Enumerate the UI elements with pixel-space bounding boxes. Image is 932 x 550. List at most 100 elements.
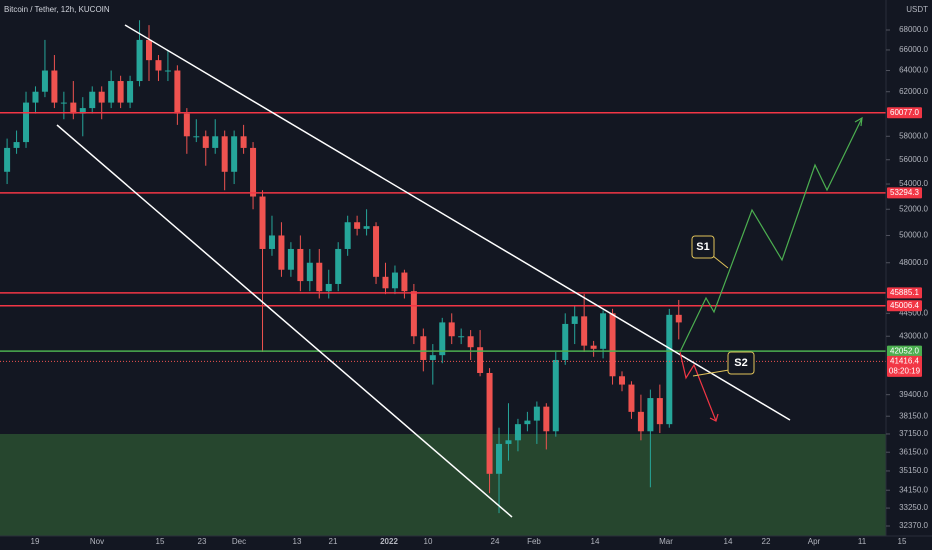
candle-body <box>496 443 503 474</box>
candle-body <box>401 272 408 292</box>
candle-body <box>306 262 313 282</box>
y-tick-label: 35150.0 <box>899 466 928 475</box>
candle-body <box>675 314 682 323</box>
bullish-arrowhead <box>854 116 863 127</box>
level-tag <box>887 187 922 199</box>
y-tick-label: 48000.0 <box>899 258 928 267</box>
candle-body <box>373 226 380 277</box>
candle-body <box>202 136 209 148</box>
y-tick-label: 56000.0 <box>899 155 928 164</box>
candle-body <box>268 235 275 249</box>
x-tick-label: 15 <box>898 537 907 546</box>
x-tick-label: Apr <box>808 537 821 546</box>
candle-body <box>514 424 521 441</box>
y-tick-label: 32370.0 <box>899 521 928 530</box>
currency: USDT <box>906 5 928 14</box>
level-tag <box>887 287 922 299</box>
x-tick-label: 14 <box>591 537 600 546</box>
countdown: 08:20:19 <box>889 366 921 375</box>
channel-line-lower <box>56 124 513 518</box>
candle-body <box>212 136 219 148</box>
x-tick-label: 24 <box>491 537 500 546</box>
level-label: 60077.0 <box>890 108 919 117</box>
candle-body <box>60 102 67 104</box>
x-tick-label: Mar <box>659 537 673 546</box>
bearish-projection <box>679 351 717 422</box>
candle-body <box>4 147 11 172</box>
candle-body <box>117 81 124 103</box>
price-axis <box>886 0 932 550</box>
candle-body <box>136 39 143 82</box>
candle-body <box>155 60 162 71</box>
candle-body <box>250 147 257 197</box>
x-tick-label: 11 <box>858 537 867 546</box>
candle-body <box>316 262 323 292</box>
candle-body <box>363 226 370 229</box>
candle-body <box>647 398 654 432</box>
candle-body <box>458 336 465 338</box>
candle-body <box>127 81 134 103</box>
candle-body <box>590 345 597 349</box>
candle-body <box>79 108 86 114</box>
axis-labels: 68000.0 66000.0 64000.0 62000.0 58000.0 56000… <box>31 25 929 546</box>
y-tick-label: 33250.0 <box>899 503 928 512</box>
candle-body <box>70 102 77 114</box>
candle-body <box>13 142 20 148</box>
candle-body <box>533 406 540 421</box>
y-tick-label: 54000.0 <box>899 179 928 188</box>
candle-body <box>287 248 294 270</box>
level-tag <box>887 107 922 119</box>
y-tick-label: 58000.0 <box>899 131 928 140</box>
candle-body <box>571 316 578 324</box>
level-label: 53294.3 <box>890 188 919 197</box>
x-tick-label: Dec <box>232 537 246 546</box>
y-tick-label: 66000.0 <box>899 45 928 54</box>
callout-box <box>727 351 755 375</box>
candle-body <box>467 336 474 348</box>
demand-zone <box>0 434 886 536</box>
x-tick-label: 10 <box>424 537 433 546</box>
candle-body <box>259 196 266 249</box>
candle-body <box>628 384 635 412</box>
candle-body <box>448 322 455 337</box>
callout-line <box>692 369 730 377</box>
candle-body <box>193 136 200 138</box>
candle-body <box>410 291 417 337</box>
candle-body <box>89 91 96 109</box>
candle-body <box>505 440 512 444</box>
x-tick-label: 15 <box>156 537 165 546</box>
y-tick-label: 38150.0 <box>899 411 928 420</box>
y-tick-label: 37150.0 <box>899 429 928 438</box>
candle-body <box>656 398 663 425</box>
callout-line <box>712 255 729 269</box>
y-tick-label: 64000.0 <box>899 66 928 75</box>
y-tick-label: 39400.0 <box>899 390 928 399</box>
y-tick-label: 34150.0 <box>899 485 928 494</box>
candle-body <box>41 70 48 92</box>
candle-body <box>439 322 446 356</box>
x-tick-label: Feb <box>527 537 541 546</box>
candle-body <box>32 91 39 103</box>
candle-body <box>335 248 342 284</box>
candle-body <box>278 235 285 270</box>
candle-body <box>477 347 484 373</box>
candle-body <box>486 372 493 474</box>
candle-body <box>51 70 58 103</box>
level-tag <box>887 345 922 357</box>
candle-body <box>98 91 105 103</box>
x-tick-label: Nov <box>90 537 104 546</box>
level-label: 45006.4 <box>890 301 919 310</box>
x-tick-label: 22 <box>762 537 771 546</box>
x-tick-label: 23 <box>198 537 207 546</box>
candle-body <box>382 276 389 289</box>
x-tick-label: 21 <box>329 537 338 546</box>
last-price-tag <box>887 355 922 377</box>
candle-body <box>231 136 238 172</box>
candle-body <box>174 70 181 114</box>
candle-body <box>600 313 607 349</box>
candle-body <box>108 81 115 103</box>
candle-body <box>23 102 30 143</box>
x-tick-label: 13 <box>293 537 302 546</box>
candle-body <box>524 420 531 425</box>
